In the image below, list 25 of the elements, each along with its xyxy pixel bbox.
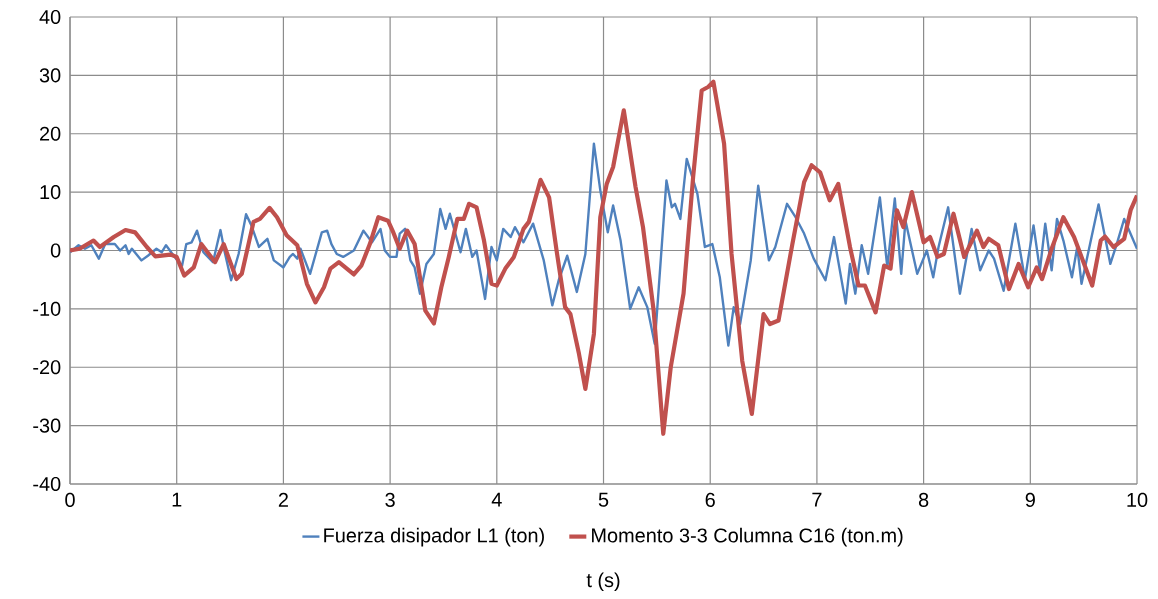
legend-label: Fuerza disipador L1 (ton) (324, 527, 544, 547)
y-tick-label: -10 (33, 301, 61, 316)
x-tick-label: 3 (385, 492, 395, 507)
x-tick-label: 0 (65, 492, 75, 507)
x-tick-label: 5 (598, 492, 609, 507)
y-tick-label: 20 (40, 126, 61, 141)
legend-label: Momento 3-3 Columna C16 (ton.m) (592, 527, 903, 547)
x-tick-label: 6 (705, 492, 715, 507)
line-series (70, 79, 1138, 436)
line-series (70, 142, 1138, 347)
y-tick-label: 0 (50, 243, 61, 258)
y-tick-label: 40 (39, 9, 61, 25)
x-tick-label: 2 (278, 492, 288, 507)
x-tick-label: 1 (172, 492, 182, 507)
y-tick-label: 10 (40, 185, 61, 200)
y-tick-label: -40 (33, 476, 61, 492)
x-tick-label: 7 (812, 492, 822, 507)
y-tick-label: -20 (33, 360, 61, 375)
x-axis-title: t (s) (586, 572, 620, 592)
x-tick-label: 10 (1127, 492, 1148, 507)
y-tick-label: -30 (33, 418, 61, 433)
x-tick-label: 4 (491, 492, 502, 507)
y-tick-label: 30 (39, 68, 61, 83)
x-tick-label: 9 (1025, 492, 1035, 507)
x-tick-label: 8 (918, 492, 929, 507)
